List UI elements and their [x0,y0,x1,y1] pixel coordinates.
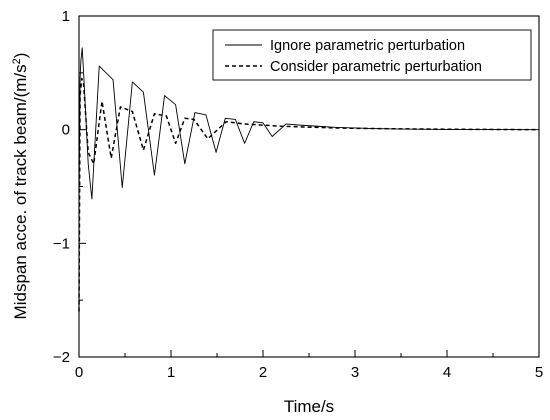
y-axis-title-sup: 2 [11,58,23,64]
series-lines [78,47,540,312]
series-line-consider [78,77,540,312]
x-tick-label: 5 [535,364,543,381]
legend: Ignore parametric perturbation Consider … [212,29,532,81]
y-axis-title: Midspan acce. of track beam/(m/s2) [11,53,30,320]
legend-label-consider: Consider parametric perturbation [270,59,482,75]
axis-tick-labels: 0 1 2 3 4 5 −2 −1 0 1 [53,8,543,381]
legend-box [212,29,532,81]
axis-ticks [78,15,540,358]
x-tick-label: 0 [75,364,83,381]
y-axis-title-end: ) [11,53,30,59]
x-tick-label: 3 [351,364,359,381]
x-tick-label: 1 [167,364,175,381]
y-tick-label: −1 [53,235,70,252]
y-tick-label: 0 [62,122,70,139]
x-tick-label: 4 [443,364,451,381]
y-axis-title-main: Midspan acce. of track beam/(m/s [11,64,30,319]
y-tick-label: 1 [62,8,70,25]
legend-label-ignore: Ignore parametric perturbation [270,38,465,54]
y-tick-label: −2 [53,349,70,366]
x-tick-label: 2 [259,364,267,381]
x-axis-title: Time/s [284,397,334,416]
